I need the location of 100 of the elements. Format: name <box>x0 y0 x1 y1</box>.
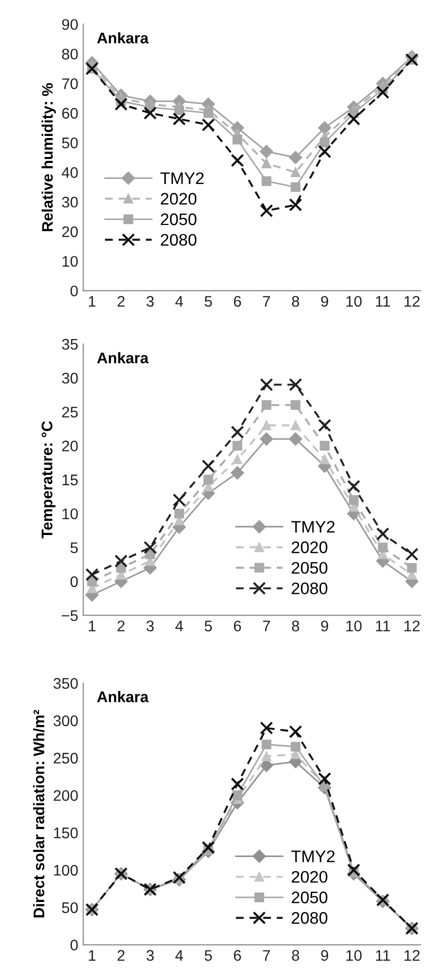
point <box>290 167 300 178</box>
point <box>318 418 332 432</box>
y-axis-title: Relative humidity: % <box>42 83 56 232</box>
point <box>202 118 215 132</box>
point <box>172 112 186 126</box>
point <box>262 740 272 750</box>
y-tick-label: 200 <box>54 790 78 801</box>
y-tick-label: 20 <box>62 226 78 238</box>
y-tick-label: 90 <box>62 19 78 30</box>
x-tick-label: 8 <box>292 296 300 307</box>
y-tick-label: 20 <box>62 440 78 452</box>
point <box>320 440 330 451</box>
y-tick-label: 30 <box>62 196 78 208</box>
x-tick-label: 8 <box>292 620 300 632</box>
point <box>347 863 360 877</box>
y-axis-title: Direct solar radiation: Wh/m² <box>33 710 44 918</box>
point <box>232 790 242 800</box>
point <box>288 432 302 446</box>
y-tick-label: 15 <box>62 474 78 486</box>
x-tick-label: 4 <box>175 296 184 307</box>
point <box>262 420 272 430</box>
point <box>288 198 302 212</box>
point <box>232 454 242 464</box>
point <box>262 158 272 168</box>
y-axis-title: Temperature: °C <box>42 421 56 538</box>
chart-title: Ankara <box>97 32 149 44</box>
legend-label: TMY2 <box>160 172 204 184</box>
x-tick-label: 5 <box>204 620 212 632</box>
point <box>318 121 332 134</box>
point <box>230 426 244 439</box>
point <box>203 474 214 485</box>
x-tick-label: 1 <box>88 950 96 961</box>
point <box>290 400 300 410</box>
point <box>378 542 388 552</box>
x-tick-label: 7 <box>263 950 270 961</box>
y-tick-label: 0 <box>70 576 78 588</box>
point <box>144 106 157 120</box>
y-tick-label: 30 <box>62 372 78 384</box>
point <box>230 777 244 791</box>
point <box>230 154 244 168</box>
point <box>288 378 302 392</box>
y-tick-label: −5 <box>62 610 78 621</box>
x-tick-label: 4 <box>175 620 184 632</box>
y-tick-label: 80 <box>62 48 78 60</box>
legend-label: TMY2 <box>291 520 335 533</box>
x-tick-label: 3 <box>146 950 154 961</box>
x-tick-label: 7 <box>263 620 270 632</box>
point <box>288 725 302 738</box>
y-tick-label: 70 <box>62 78 78 90</box>
x-tick-label: 12 <box>404 296 420 307</box>
x-tick-label: 3 <box>146 620 154 632</box>
x-tick-label: 9 <box>321 950 328 961</box>
x-tick-label: 9 <box>321 296 328 307</box>
point <box>114 554 128 568</box>
point <box>202 459 215 473</box>
legend-label: 2020 <box>292 541 328 554</box>
point <box>260 721 274 735</box>
y-tick-label: 35 <box>62 338 78 350</box>
y-tick-label: 60 <box>62 108 78 119</box>
y-tick-label: 100 <box>54 864 78 876</box>
point <box>262 752 272 762</box>
x-tick-label: 6 <box>234 950 241 961</box>
x-tick-label: 11 <box>376 620 390 632</box>
point <box>347 112 360 126</box>
point <box>290 420 300 430</box>
point <box>347 480 360 494</box>
point <box>290 182 300 192</box>
point <box>85 568 99 582</box>
legend-label: 2050 <box>160 213 196 226</box>
chart-title: Ankara <box>97 690 149 702</box>
x-tick-label: 3 <box>146 296 154 307</box>
y-tick-label: 0 <box>70 940 78 950</box>
legend-label: 2080 <box>292 912 328 924</box>
point <box>232 440 242 451</box>
point <box>376 86 390 99</box>
point <box>288 150 302 164</box>
legend-label: 2020 <box>292 870 328 883</box>
x-tick-label: 12 <box>404 620 420 632</box>
legend-label: 2050 <box>292 892 328 904</box>
point <box>203 108 214 118</box>
y-tick-label: 150 <box>54 828 78 838</box>
point <box>260 432 274 446</box>
point <box>320 138 330 148</box>
point <box>260 144 274 158</box>
point <box>260 378 274 392</box>
point <box>174 508 184 518</box>
y-tick-label: 10 <box>62 256 78 267</box>
point <box>318 144 332 158</box>
legend-label: 2080 <box>292 582 328 594</box>
point <box>260 204 274 218</box>
x-tick-label: 6 <box>234 296 241 307</box>
y-tick-label: 5 <box>70 542 78 554</box>
y-tick-label: 0 <box>70 286 78 296</box>
y-tick-label: 300 <box>54 715 78 726</box>
point <box>262 176 272 186</box>
legend-label: TMY2 <box>291 850 335 862</box>
y-tick-label: 250 <box>54 752 78 764</box>
x-tick-label: 2 <box>118 620 125 632</box>
y-tick-label: 50 <box>62 902 78 914</box>
point <box>172 870 186 884</box>
